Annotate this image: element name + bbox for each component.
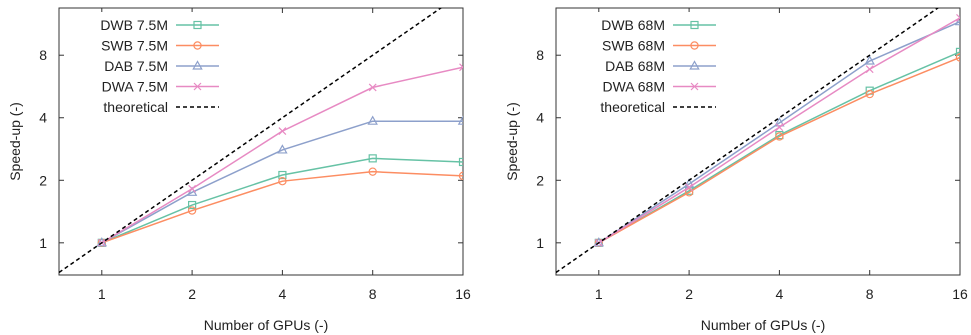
- legend-label: DWB 68M: [601, 17, 665, 33]
- data-point: [187, 206, 197, 215]
- theoretical-line: [556, 8, 940, 274]
- y-tick-label: 2: [39, 172, 47, 188]
- legend-marker: [689, 60, 700, 70]
- legend-background: [562, 12, 732, 116]
- legend-marker: [193, 41, 202, 50]
- theoretical-line: [59, 8, 443, 274]
- x-tick-label: 4: [278, 286, 286, 302]
- chart-panel-2: 1 2 4 8 16 1 2 4 8 Number of GPUs (-) Speed-up (-)…: [504, 7, 968, 333]
- y-tick-label: 2: [536, 172, 544, 188]
- series-dwb-7-5m: [97, 154, 463, 247]
- x-tick-label: 2: [188, 286, 196, 302]
- legend-label: DWB 7.5M: [100, 17, 168, 33]
- data-point: [955, 47, 960, 56]
- x-tick-label: 2: [685, 286, 693, 302]
- data-point: [864, 55, 875, 65]
- legend-label: theoretical: [103, 99, 168, 115]
- series-line: [598, 20, 960, 244]
- data-point: [278, 176, 287, 186]
- data-point: [459, 63, 463, 72]
- y-tick-label: 4: [536, 110, 544, 126]
- legend-marker: [690, 20, 699, 30]
- legend-label: theoretical: [600, 99, 665, 115]
- data-point: [457, 115, 463, 125]
- chart-panel-1: 1 2 4 8 16 1 2 4 8 Number of GPUs (-) Speed-up (-)…: [7, 7, 471, 333]
- data-point: [954, 15, 960, 26]
- data-point: [774, 117, 785, 127]
- x-axis-label: Number of GPUs (-): [701, 317, 825, 333]
- y-tick-label: 4: [39, 110, 47, 126]
- data-point: [188, 184, 197, 193]
- legend-background: [65, 12, 235, 116]
- y-tick-label: 1: [536, 235, 544, 251]
- data-point: [775, 123, 784, 132]
- data-point: [187, 200, 197, 210]
- data-point: [278, 127, 287, 136]
- series-line: [101, 120, 463, 244]
- data-point: [368, 154, 377, 163]
- legend: DWB 7.5M SWB 7.5M DAB 7.5M DWA 7.5M theoreti…: [65, 12, 235, 116]
- series-line: [598, 56, 960, 244]
- series-line: [101, 170, 463, 244]
- legend-marker: [690, 82, 699, 91]
- plot-frame: [555, 7, 961, 276]
- legend: DWB 68M SWB 68M DAB 68M DWA 68M theoretical: [562, 12, 732, 116]
- x-axis-label: Number of GPUs (-): [204, 317, 328, 333]
- y-tick-label: 8: [536, 47, 544, 63]
- legend-label: DWA 7.5M: [102, 79, 168, 95]
- data-point: [685, 183, 694, 192]
- legend-label: DWA 68M: [603, 79, 666, 95]
- x-tick-label: 1: [595, 286, 603, 302]
- data-point: [368, 167, 377, 176]
- x-tick-label: 1: [98, 286, 106, 302]
- x-tick-label: 8: [369, 286, 377, 302]
- data-point: [367, 115, 378, 125]
- legend-marker: [690, 41, 699, 50]
- series-layer: [59, 8, 463, 274]
- data-point: [865, 65, 874, 74]
- data-point: [684, 188, 694, 197]
- x-tick-label: 8: [866, 286, 874, 302]
- series-line: [101, 157, 463, 244]
- legend-marker: [193, 20, 202, 30]
- data-point: [368, 83, 377, 92]
- series-dab-7-5m: [96, 115, 463, 247]
- x-tick-label: 16: [455, 286, 471, 302]
- legend-label: SWB 7.5M: [101, 38, 168, 54]
- legend-label: SWB 68M: [602, 38, 665, 54]
- y-axis-label: Speed-up (-): [504, 102, 520, 181]
- series-swb-7-5m: [97, 167, 463, 248]
- y-axis-label: Speed-up (-): [7, 102, 23, 181]
- x-tick-label: 4: [775, 286, 783, 302]
- series-line: [598, 51, 960, 244]
- legend-label: DAB 68M: [605, 58, 665, 74]
- data-point: [865, 89, 874, 99]
- series-layer: [556, 8, 960, 274]
- plot-frame: [58, 7, 464, 276]
- legend-marker: [193, 82, 202, 91]
- y-tick-label: 8: [39, 47, 47, 63]
- x-tick-label: 16: [952, 286, 968, 302]
- series-theoretical: [59, 8, 443, 274]
- data-point: [458, 171, 463, 181]
- data-point: [955, 53, 960, 62]
- data-point: [278, 170, 287, 180]
- legend-marker: [192, 60, 203, 70]
- data-point: [956, 13, 960, 22]
- data-point: [277, 144, 288, 154]
- series-theoretical: [556, 8, 940, 274]
- y-tick-label: 1: [39, 235, 47, 251]
- legend-label: DAB 7.5M: [104, 58, 168, 74]
- data-point: [458, 157, 463, 167]
- data-point: [775, 132, 784, 141]
